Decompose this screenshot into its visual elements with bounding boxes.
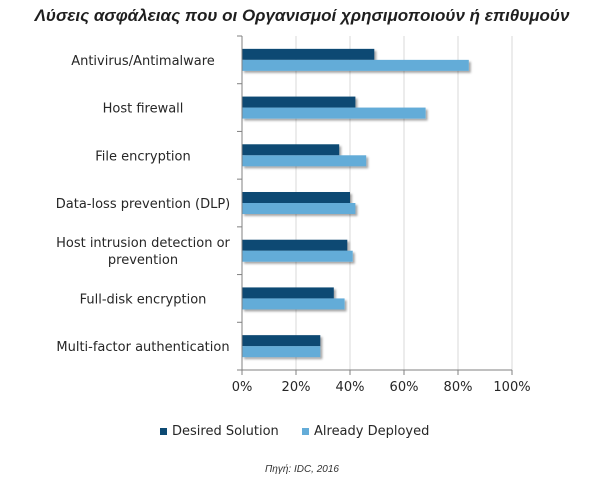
category-label: Multi-factor authentication (56, 340, 229, 355)
category-label: Host firewall (103, 102, 184, 117)
category-label: Host intrusion detection or prevention (56, 236, 230, 268)
x-tick-label: 40% (336, 380, 365, 395)
bar-deployed (242, 155, 367, 167)
bar-desired (242, 287, 334, 299)
legend-label: Already Deployed (314, 424, 429, 439)
category-label: Full-disk encryption (80, 292, 207, 307)
x-tick-labels: 0% 20% 40% 60% 80% 100% (232, 380, 531, 395)
legend-swatch (160, 428, 167, 435)
bar-deployed (242, 250, 353, 262)
legend-swatch (302, 428, 309, 435)
bar-deployed (242, 346, 321, 358)
x-tick-label: 60% (390, 380, 419, 395)
axes (237, 35, 513, 375)
bar-desired (242, 48, 375, 60)
legend: Desired Solution Already Deployed (160, 424, 429, 439)
bar-desired (242, 335, 321, 347)
category-labels: Antivirus/Antimalware Host firewall File e… (56, 54, 231, 355)
x-tick-label: 0% (232, 380, 253, 395)
chart-title: Λύσεις ασφάλειας που οι Οργανισμοί χρησι… (34, 6, 570, 25)
bar-deployed (242, 107, 426, 119)
x-tick-label: 100% (493, 380, 530, 395)
category-label: File encryption (95, 149, 190, 164)
x-tick-label: 80% (444, 380, 473, 395)
bar-deployed (242, 59, 469, 71)
category-label: Antivirus/Antimalware (71, 54, 215, 69)
bar-desired (242, 239, 348, 251)
category-label: Data-loss prevention (DLP) (56, 197, 230, 212)
bar-deployed (242, 203, 356, 214)
source-note: Πηγή: IDC, 2016 (265, 464, 339, 475)
bar-deployed (242, 298, 345, 310)
bar-desired (242, 144, 340, 156)
x-tick-label: 20% (282, 380, 311, 395)
bars (242, 48, 469, 358)
bar-desired (242, 96, 356, 108)
bar-desired (242, 192, 350, 203)
legend-label: Desired Solution (172, 424, 279, 439)
